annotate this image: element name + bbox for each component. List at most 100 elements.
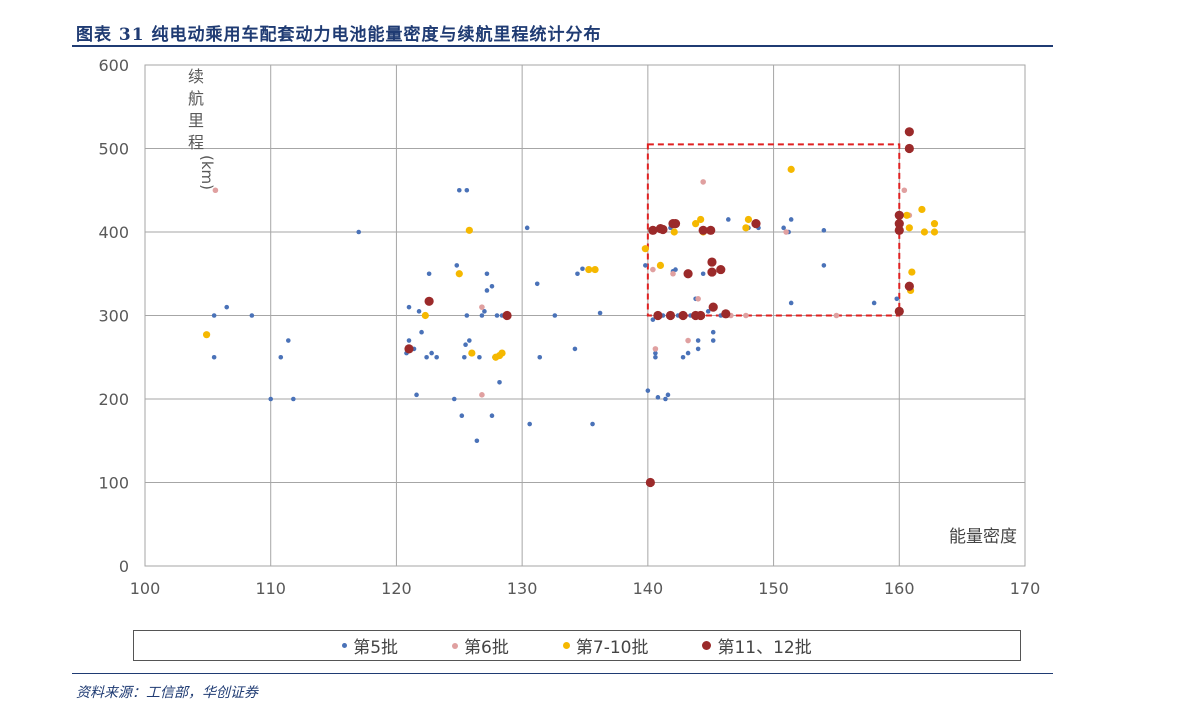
legend-item: 第6批 [452,633,509,658]
data-point [650,317,656,322]
data-point [462,354,467,360]
x-tick-label: 120 [381,579,412,598]
data-point [484,271,490,277]
data-point [894,225,904,235]
y-tick-label: 500 [98,140,129,159]
data-point [680,354,686,360]
data-point [585,265,593,274]
title-divider [72,45,1053,47]
data-point [665,392,671,398]
data-point [597,310,603,316]
x-axis-ticks: 100 110 120 130 140 150 160 170 [130,579,1041,598]
data-point [683,269,693,279]
data-point [901,187,908,194]
data-point [787,165,795,173]
data-point [665,310,676,321]
data-point [821,263,827,268]
data-point [465,226,473,234]
data-point [580,266,585,272]
data-point [419,329,424,335]
y-axis-label-char: 续 [188,67,204,86]
data-point [455,270,463,278]
highlight-box [646,143,901,317]
data-point [591,265,599,274]
data-point [706,225,716,235]
data-point [781,225,786,231]
data-point [726,217,731,222]
data-point [426,271,432,277]
data-point [464,313,470,318]
y-tick-label: 300 [98,307,129,326]
data-point [527,421,532,427]
data-point [696,310,706,321]
data-point [695,346,701,352]
data-point [406,338,412,343]
data-point [698,225,708,235]
data-point [643,263,648,268]
x-tick-label: 140 [633,579,664,598]
data-point [424,296,434,306]
data-point [484,288,490,293]
data-point [894,306,904,316]
x-tick-label: 100 [130,579,161,598]
data-point [645,477,655,488]
data-point [648,225,658,235]
legend-marker [702,641,712,650]
x-axis-label: 能量密度 [949,527,1017,547]
data-point [670,228,678,236]
data-point [685,337,691,344]
data-point [524,225,530,231]
data-point [930,220,939,228]
data-point [652,346,659,352]
data-point [692,220,700,228]
data-point [904,127,914,137]
series-3 [203,165,939,361]
data-point [645,388,651,393]
x-tick-label: 130 [507,579,538,598]
legend-marker [562,642,570,649]
source-note: 资料来源：工信部，华创证券 [76,685,258,701]
data-point [653,310,663,321]
legend-marker [342,643,348,648]
data-point [463,342,468,348]
data-point [489,283,495,289]
data-point [211,313,217,318]
data-point [479,304,485,310]
y-axis-label-char: 里 [188,111,204,130]
y-axis-label: 续航里程 [188,67,204,152]
legend: 第5批 第6批 第7-10批 第11、12批 [133,630,1021,661]
data-point [700,271,706,277]
scatter-chart: 100 110 120 130 140 150 160 170 010020030040050… [98,56,1041,598]
data-point [498,349,506,357]
data-point [212,187,219,194]
data-point [482,309,487,314]
x-tick-label: 160 [884,579,915,598]
footer-divider [72,673,1053,674]
data-point [575,271,580,277]
legend-item: 第5批 [342,633,398,658]
data-point [716,264,726,275]
data-point [572,346,578,352]
data-point [641,245,649,253]
data-point [224,304,230,310]
data-point [494,313,500,318]
data-point [788,300,794,306]
data-point [918,205,926,214]
legend-marker [452,642,459,649]
legend-label: 第7-10批 [575,638,649,658]
legend-label: 第5批 [353,638,399,658]
legend-item: 第11、12批 [702,633,812,658]
data-point [414,392,419,398]
data-point [710,329,716,335]
data-point [286,338,291,343]
page-title: 图表 31 纯电动乘用车配套动力电池能量密度与续航里程统计分布 [76,25,602,45]
data-point [249,313,255,318]
data-point [416,309,422,314]
data-point [695,296,701,302]
data-point [655,395,661,400]
data-point [203,331,211,339]
y-axis-label-char: 航 [188,89,204,108]
series-2 [212,179,913,398]
data-point [464,187,470,193]
legend-item: 第7-10批 [562,633,649,658]
